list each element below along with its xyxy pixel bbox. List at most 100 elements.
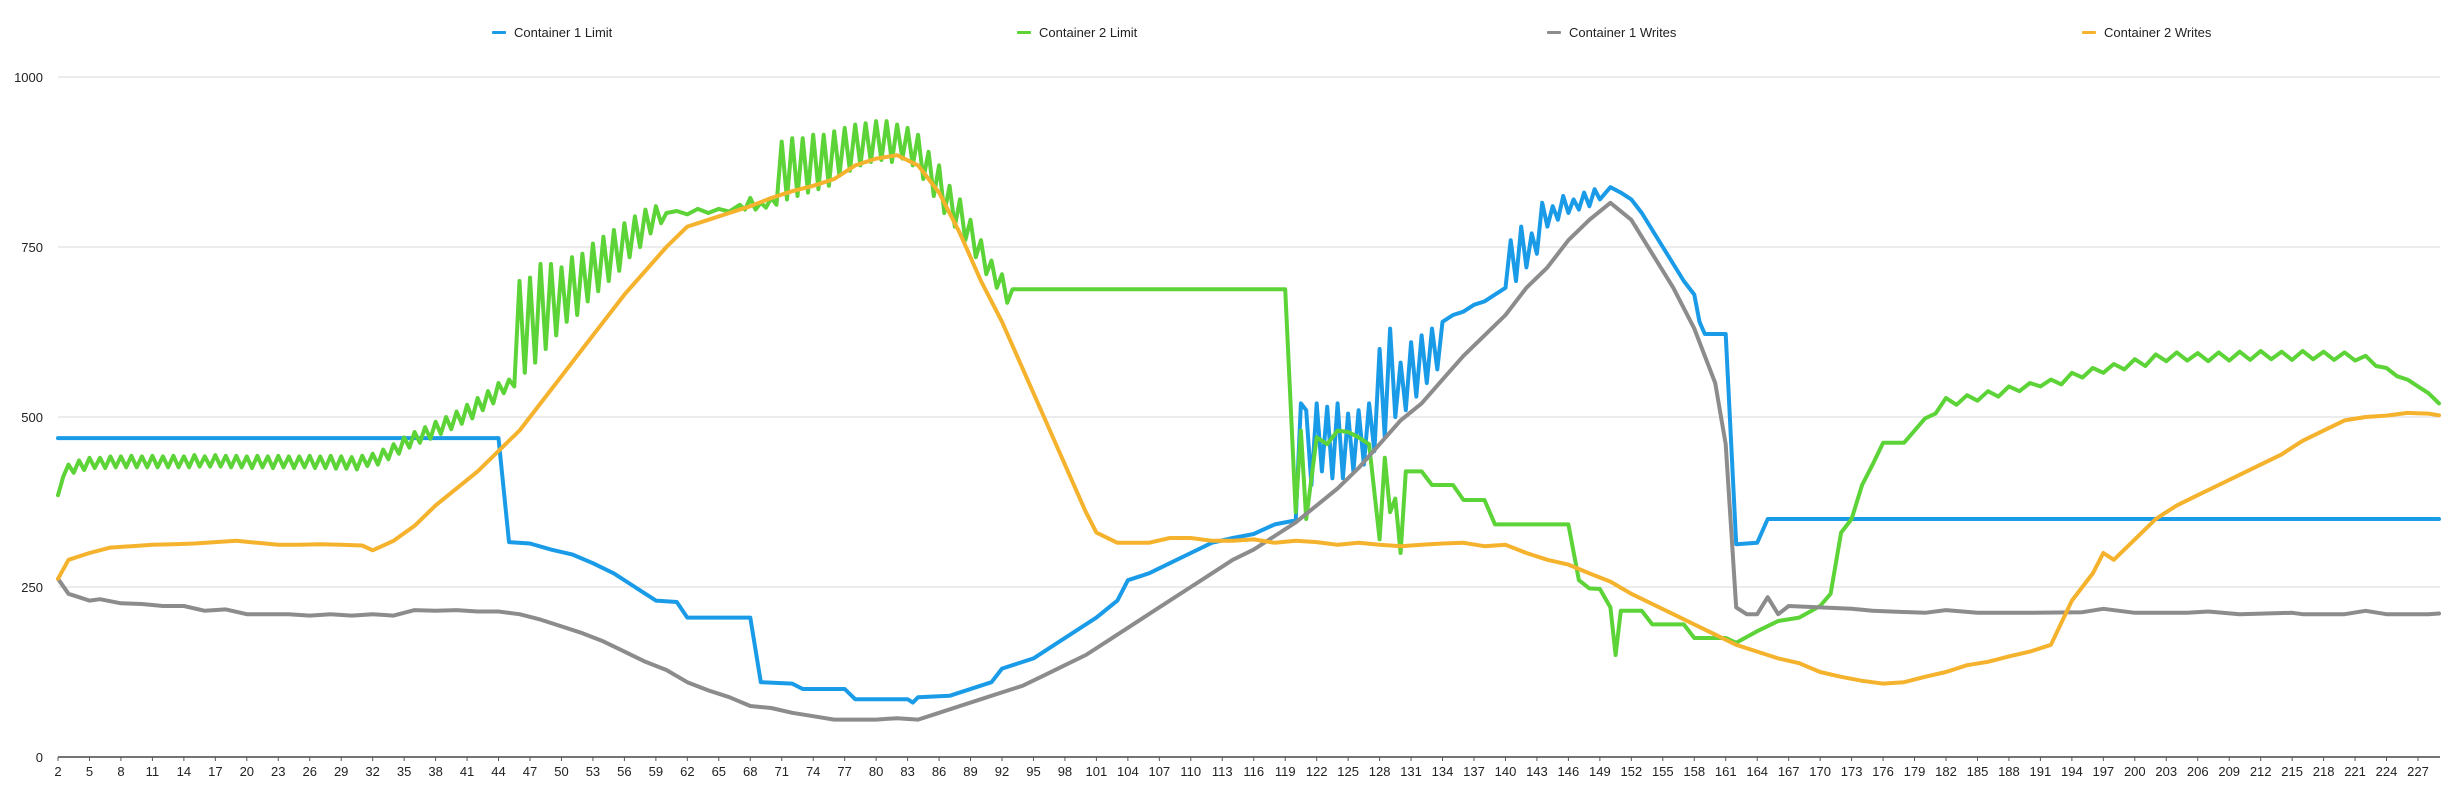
x-tick-label: 176 <box>1872 764 1894 779</box>
x-tick-label: 149 <box>1589 764 1611 779</box>
x-axis: 2 5 8 11 14 17 20 23 26 29 32 35 38 41 44 47 50 53 56 59 62 6… <box>54 757 2429 779</box>
x-tick-label: 155 <box>1652 764 1674 779</box>
y-axis-ticks: 0 250 500 750 1000 <box>14 70 43 765</box>
x-tick-label: 227 <box>2407 764 2429 779</box>
x-tick-label: 212 <box>2250 764 2272 779</box>
legend-swatch-container-2-limit <box>1017 30 1031 34</box>
x-tick-label: 59 <box>649 764 663 779</box>
x-tick-label: 74 <box>806 764 820 779</box>
x-tick-label: 101 <box>1086 764 1108 779</box>
legend-label-container-2-writes: Container 2 Writes <box>2104 24 2212 40</box>
legend-item-container-2-limit[interactable]: Container 2 Limit <box>1017 22 1137 42</box>
x-tick-label: 71 <box>774 764 788 779</box>
x-tick-label: 62 <box>680 764 694 779</box>
x-tick-label: 131 <box>1400 764 1422 779</box>
y-tick-label: 1000 <box>14 70 43 85</box>
x-tick-label: 191 <box>2030 764 2052 779</box>
x-tick-label: 89 <box>963 764 977 779</box>
legend-item-container-1-writes[interactable]: Container 1 Writes <box>1547 22 1676 42</box>
x-tick-label: 53 <box>586 764 600 779</box>
x-tick-label: 173 <box>1841 764 1863 779</box>
x-tick-label: 77 <box>837 764 851 779</box>
x-tick-label: 182 <box>1935 764 1957 779</box>
x-tick-label: 221 <box>2344 764 2366 779</box>
x-tick-label: 146 <box>1558 764 1580 779</box>
x-tick-label: 122 <box>1306 764 1328 779</box>
x-tick-label: 44 <box>491 764 505 779</box>
x-tick-label: 17 <box>208 764 222 779</box>
x-tick-label: 14 <box>177 764 191 779</box>
legend-swatch-container-1-limit <box>492 30 506 34</box>
x-tick-label: 179 <box>1904 764 1926 779</box>
x-tick-label: 158 <box>1683 764 1705 779</box>
x-tick-label: 110 <box>1180 764 1201 779</box>
legend-label-container-1-writes: Container 1 Writes <box>1569 24 1677 40</box>
x-tick-label: 80 <box>869 764 883 779</box>
x-tick-label: 8 <box>117 764 124 779</box>
x-tick-label: 56 <box>617 764 631 779</box>
legend-swatch-container-1-writes <box>1547 30 1561 34</box>
x-tick-label: 167 <box>1778 764 1800 779</box>
x-tick-label: 134 <box>1432 764 1454 779</box>
x-tick-label: 161 <box>1715 764 1737 779</box>
grid-lines <box>58 76 2440 758</box>
x-tick-label: 2 <box>54 764 61 779</box>
y-tick-label: 0 <box>36 750 43 765</box>
x-tick-label: 224 <box>2376 764 2398 779</box>
series-line-container-2-writes[interactable] <box>56 153 2441 686</box>
x-tick-label: 203 <box>2155 764 2177 779</box>
x-tick-label: 125 <box>1337 764 1359 779</box>
x-tick-label: 41 <box>460 764 474 779</box>
legend-label-container-1-limit: Container 1 Limit <box>514 24 613 40</box>
x-tick-label: 185 <box>1967 764 1989 779</box>
x-tick-label: 29 <box>334 764 348 779</box>
x-tick-label: 140 <box>1495 764 1517 779</box>
x-tick-label: 215 <box>2281 764 2303 779</box>
legend-item-container-2-writes[interactable]: Container 2 Writes <box>2082 22 2211 42</box>
x-tick-label: 152 <box>1620 764 1642 779</box>
x-tick-label: 83 <box>900 764 914 779</box>
x-tick-label: 197 <box>2092 764 2114 779</box>
x-tick-label: 200 <box>2124 764 2146 779</box>
series-lines <box>56 119 2441 722</box>
x-tick-label: 86 <box>932 764 946 779</box>
x-tick-label: 128 <box>1369 764 1391 779</box>
x-tick-label: 26 <box>302 764 316 779</box>
x-tick-label: 32 <box>365 764 379 779</box>
x-tick-label: 137 <box>1463 764 1485 779</box>
x-tick-label: 116 <box>1243 764 1264 779</box>
x-tick-label: 113 <box>1212 764 1233 779</box>
x-tick-label: 65 <box>712 764 726 779</box>
x-tick-label: 98 <box>1058 764 1072 779</box>
x-tick-label: 20 <box>240 764 254 779</box>
x-tick-label: 194 <box>2061 764 2083 779</box>
x-tick-label: 209 <box>2218 764 2240 779</box>
x-tick-label: 11 <box>146 764 160 779</box>
x-tick-label: 5 <box>86 764 93 779</box>
x-tick-label: 170 <box>1809 764 1831 779</box>
x-tick-label: 68 <box>743 764 757 779</box>
x-tick-label: 95 <box>1026 764 1040 779</box>
y-tick-label: 750 <box>21 240 43 255</box>
x-tick-label: 188 <box>1998 764 2020 779</box>
x-tick-label: 23 <box>271 764 285 779</box>
x-tick-label: 164 <box>1746 764 1768 779</box>
x-tick-label: 104 <box>1117 764 1139 779</box>
series-line-container-1-writes[interactable] <box>56 200 2441 722</box>
x-tick-label: 107 <box>1148 764 1170 779</box>
y-tick-label: 250 <box>21 580 43 595</box>
x-tick-label: 47 <box>523 764 537 779</box>
series-line-container-1-limit[interactable] <box>56 185 2441 705</box>
legend-item-container-1-limit[interactable]: Container 1 Limit <box>492 22 612 42</box>
x-tick-label: 218 <box>2313 764 2335 779</box>
x-tick-label: 35 <box>397 764 411 779</box>
x-tick-label: 143 <box>1526 764 1548 779</box>
x-tick-label: 92 <box>995 764 1009 779</box>
legend-label-container-2-limit: Container 2 Limit <box>1039 24 1138 40</box>
x-tick-label: 38 <box>428 764 442 779</box>
x-tick-label: 50 <box>554 764 568 779</box>
series-line-container-2-limit[interactable] <box>56 119 2441 657</box>
x-tick-label: 119 <box>1275 764 1296 779</box>
y-tick-label: 500 <box>21 410 43 425</box>
